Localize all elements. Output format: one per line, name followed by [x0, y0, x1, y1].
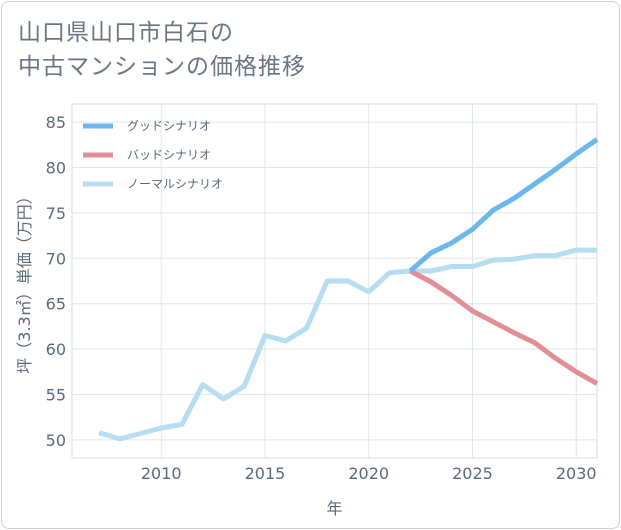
x-tick-label: 2010: [141, 464, 182, 483]
y-tick-label: 70: [46, 249, 66, 268]
chart-title: 山口県山口市白石の 中古マンションの価格推移: [18, 16, 306, 84]
x-tick-label: 2025: [452, 464, 493, 483]
y-axis-title: 坪（3.3㎡）単価（万円）: [15, 188, 34, 373]
legend-label: グッドシナリオ: [127, 119, 211, 133]
x-axis-title: 年: [326, 499, 342, 518]
legend-label: ノーマルシナリオ: [127, 177, 223, 191]
x-tick-label: 2030: [556, 464, 597, 483]
x-tick-label: 2015: [245, 464, 286, 483]
y-tick-label: 50: [46, 431, 66, 450]
y-tick-label: 75: [46, 204, 66, 223]
chart-title-line2: 中古マンションの価格推移: [18, 54, 306, 80]
legend-label: バッドシナリオ: [127, 148, 211, 162]
series-line: [98, 247, 597, 442]
x-tick-label: 2020: [348, 464, 389, 483]
series-line: [408, 137, 599, 273]
y-tick-label: 80: [46, 159, 66, 178]
y-tick-label: 60: [46, 340, 66, 359]
y-tick-label: 85: [46, 113, 66, 132]
y-tick-label: 55: [46, 385, 66, 404]
y-tick-label: 65: [46, 295, 66, 314]
series-line: [409, 268, 599, 386]
chart-title-line1: 山口県山口市白石の: [18, 20, 234, 46]
